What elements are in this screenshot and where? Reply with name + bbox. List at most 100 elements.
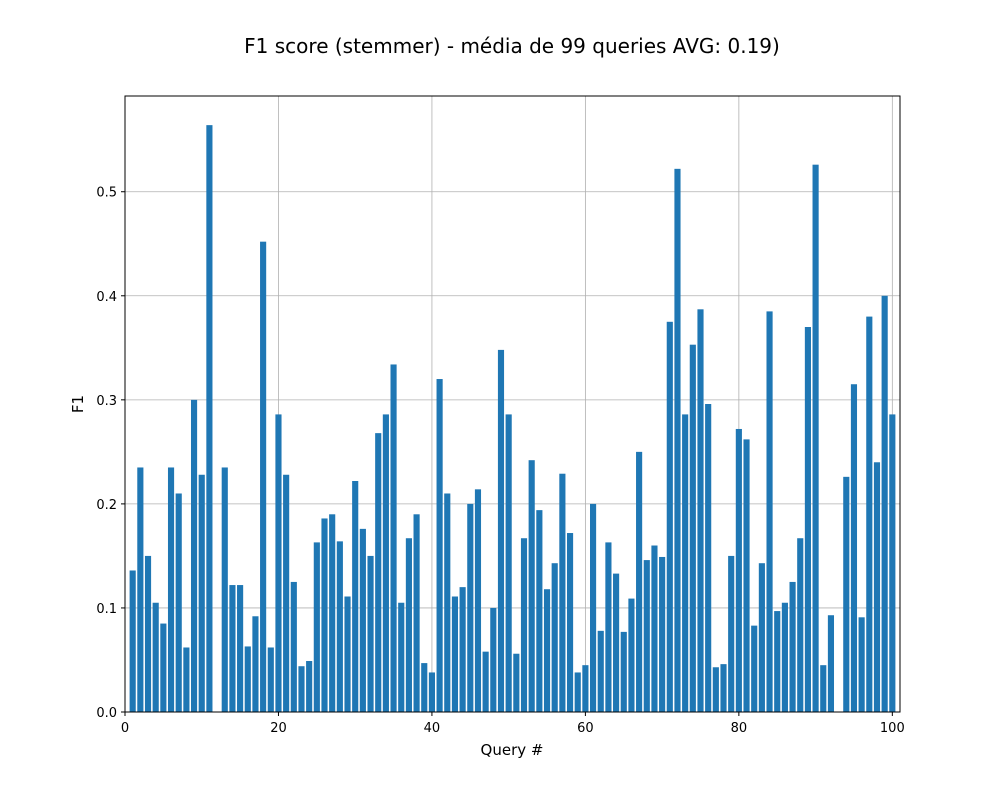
bar xyxy=(543,589,551,712)
bar xyxy=(674,168,681,713)
bar xyxy=(221,467,228,712)
bar xyxy=(766,311,773,712)
x-tick-label: 60 xyxy=(577,721,594,736)
bar xyxy=(666,321,673,712)
bar xyxy=(582,665,589,712)
bar xyxy=(728,555,735,712)
bar xyxy=(160,623,167,712)
bar xyxy=(889,414,896,712)
bar xyxy=(789,581,796,712)
bar xyxy=(850,384,858,712)
bar xyxy=(720,664,727,712)
bar xyxy=(735,428,742,712)
bar xyxy=(712,667,719,712)
bar xyxy=(697,309,704,712)
bar xyxy=(873,462,881,712)
bar xyxy=(167,467,175,712)
grid-lines xyxy=(125,96,900,712)
bar xyxy=(689,344,696,712)
bar xyxy=(682,414,689,712)
bar xyxy=(628,598,635,712)
bar xyxy=(781,602,788,712)
bar xyxy=(375,433,382,712)
y-tick-label: 0.4 xyxy=(96,290,117,305)
bar xyxy=(198,474,205,712)
bar xyxy=(797,538,804,712)
bar xyxy=(643,560,650,712)
bar xyxy=(367,555,374,712)
bar xyxy=(405,538,412,712)
bar xyxy=(613,573,620,712)
bar xyxy=(574,672,581,712)
bar xyxy=(229,585,236,712)
bar xyxy=(444,493,451,712)
bar xyxy=(827,615,835,712)
bar xyxy=(659,556,666,712)
x-tick-label: 100 xyxy=(880,721,905,736)
bar xyxy=(605,542,612,712)
bar xyxy=(313,542,320,712)
x-tick-label: 0 xyxy=(121,721,129,736)
bar xyxy=(881,295,888,712)
bar xyxy=(566,533,574,712)
bar xyxy=(490,607,497,712)
x-tick-label: 40 xyxy=(424,721,441,736)
bar xyxy=(428,672,435,712)
bar xyxy=(252,616,259,712)
bar xyxy=(551,563,558,712)
bar xyxy=(352,481,359,712)
bar xyxy=(283,474,290,712)
bar xyxy=(398,602,405,712)
bar xyxy=(206,125,213,712)
chart-title: F1 score (stemmer) - média de 99 queries… xyxy=(244,34,780,58)
y-axis-label: F1 xyxy=(69,395,87,413)
bar xyxy=(751,625,758,712)
x-axis-label: Query # xyxy=(481,741,544,759)
y-tick-label: 0.0 xyxy=(96,706,117,721)
bar xyxy=(559,473,566,712)
bar xyxy=(705,404,712,712)
bar xyxy=(513,653,520,712)
bar xyxy=(298,666,305,712)
bar xyxy=(129,570,136,712)
bar xyxy=(743,439,750,712)
bar xyxy=(267,647,274,712)
bar-series xyxy=(129,125,896,713)
bar xyxy=(413,514,420,712)
bar xyxy=(820,665,827,712)
bar xyxy=(651,545,658,712)
bar xyxy=(137,467,144,712)
bar xyxy=(451,596,459,712)
bar xyxy=(260,241,267,713)
bar xyxy=(244,646,251,712)
bar xyxy=(359,528,366,712)
bar xyxy=(804,327,811,712)
bar xyxy=(421,663,428,712)
bar xyxy=(175,493,182,712)
bar xyxy=(329,514,336,712)
bar xyxy=(758,563,765,712)
bar xyxy=(290,581,297,712)
bar xyxy=(505,414,512,712)
y-tick-label: 0.5 xyxy=(96,186,117,201)
bar xyxy=(620,631,627,712)
bar xyxy=(144,555,152,712)
bar xyxy=(597,630,604,712)
bar xyxy=(774,611,781,712)
bar xyxy=(390,364,397,712)
bar xyxy=(843,476,850,712)
y-tick-label: 0.2 xyxy=(96,498,117,513)
bar xyxy=(344,596,351,712)
bar xyxy=(459,587,466,712)
bar xyxy=(321,518,328,712)
bar xyxy=(528,460,535,712)
bar xyxy=(275,414,282,712)
x-tick-label: 20 xyxy=(270,721,287,736)
x-tick-label: 80 xyxy=(731,721,748,736)
bar xyxy=(382,414,389,712)
plot-area-frame xyxy=(124,95,901,713)
bar xyxy=(497,349,505,712)
bar xyxy=(436,379,443,712)
